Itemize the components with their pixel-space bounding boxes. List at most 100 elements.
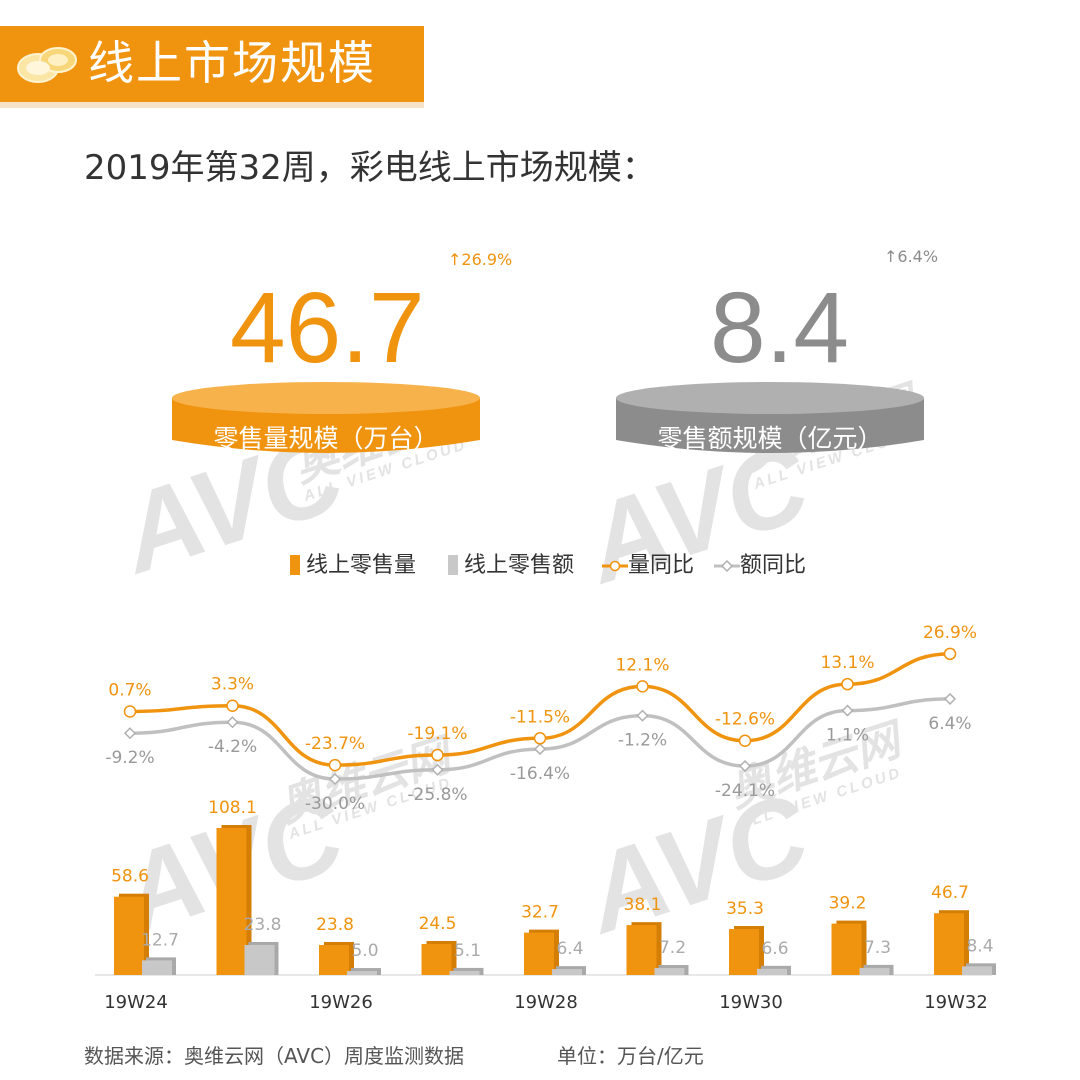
amount-yoy-label: 1.1% [826,726,869,746]
volume-bar [729,929,759,975]
volume-yoy-marker [636,680,649,693]
volume-yoy-label: -11.5% [510,707,570,727]
legend-line-swatch-orange [602,560,628,572]
volume-bar-label: 38.1 [624,895,662,915]
amount-yoy-label: -1.2% [618,731,667,751]
volume-yoy-label: 13.1% [820,653,874,673]
x-tick-label: 19W26 [309,992,373,1013]
volume-bar-label: 32.7 [521,903,559,923]
page-subtitle: 2019年第32周，彩电线上市场规模： [84,148,656,188]
legend-item-volume: 线上零售量 [290,552,416,580]
volume-yoy-marker [123,705,137,718]
amount-bar-label: 8.4 [966,936,993,956]
amount-yoy-marker [943,692,957,705]
legend-bar-swatch-orange [290,555,300,575]
volume-bar [626,925,657,975]
x-tick-label: 19W24 [104,992,168,1013]
legend-label-amount: 线上零售额 [464,553,575,578]
amount-bar-label: 7.2 [659,938,686,958]
amount-yoy-label: -16.4% [510,764,570,784]
amount-bar-label: 6.4 [556,939,583,959]
legend-label-volume: 线上零售量 [306,553,417,578]
kpi-volume-pedestal [172,382,480,453]
amount-bar-label: 5.0 [351,941,378,961]
amount-yoy-label: -9.2% [105,748,154,768]
amount-bar [347,971,377,975]
section-title: 线上市场规模 [88,36,376,90]
legend-label-volume-yoy: 量同比 [628,553,695,578]
amount-yoy-marker [636,709,649,722]
amount-yoy-marker [841,704,854,717]
legend-bar-swatch-gray [448,555,458,575]
kpi-volume-label: 零售量规模（万台） [213,424,439,453]
amount-bar [244,944,275,975]
amount-bar-label: 7.3 [864,938,891,958]
volume-bar-label: 24.5 [419,914,457,934]
volume-yoy-marker [328,758,342,772]
amount-bar-label: 12.7 [141,930,179,950]
volume-yoy-marker [943,647,957,661]
amount-bar [142,960,172,975]
volume-yoy-line [129,652,951,767]
volume-bar [934,913,964,975]
volume-bar [216,828,247,975]
amount-yoy-marker [533,743,547,756]
volume-yoy-label: -12.6% [715,710,775,730]
legend-item-amount-yoy: 额同比 [714,552,806,580]
amount-yoy-marker [431,763,444,776]
unit-note: 单位：万台/亿元 [557,1044,704,1068]
kpi-amount-change: ↑6.4% [884,247,939,266]
kpi-amount-value: 8.4 [710,272,850,384]
volume-yoy-marker [431,748,444,762]
x-tick-label: 19W32 [924,992,988,1013]
volume-bar [524,932,554,975]
volume-yoy-label: 12.1% [615,655,669,675]
volume-bar-label: 35.3 [726,899,764,919]
volume-yoy-marker [841,677,854,691]
amount-bar [654,968,685,975]
volume-yoy-label: -19.1% [407,724,467,744]
lemon-slice-icon [14,38,80,92]
amount-yoy-label: -25.8% [407,785,467,805]
volume-yoy-label: 26.9% [923,623,977,643]
volume-bar [421,944,452,975]
amount-bar [449,970,480,975]
amount-yoy-label: -30.0% [305,794,365,814]
amount-bar [962,966,992,975]
volume-yoy-label: 0.7% [108,680,151,700]
legend-line-swatch-gray [714,559,740,573]
volume-yoy-marker [533,732,547,745]
volume-bar-label: 58.6 [111,867,149,887]
kpi-amount-label: 零售额规模（亿元） [657,424,883,453]
volume-bar [831,923,862,975]
x-tick-label: 19W28 [514,992,578,1013]
section-banner-shadow [0,102,424,108]
amount-yoy-label: -24.1% [715,781,775,801]
amount-yoy-label: -4.2% [208,737,257,757]
volume-bar [114,896,144,975]
amount-bar [859,967,890,975]
volume-yoy-label: 3.3% [211,675,254,695]
data-source-note: 数据来源：奥维云网（AVC）周度监测数据 [84,1044,465,1068]
amount-bar-label: 5.1 [454,941,481,961]
volume-bar-label: 46.7 [931,883,969,903]
chart-legend: 线上零售量 线上零售额 量同比 额同比 [0,552,1080,582]
amount-bar-label: 23.8 [244,915,282,935]
kpi-amount-pedestal [616,382,924,453]
legend-label-amount-yoy: 额同比 [740,553,807,578]
amount-bar [552,969,582,975]
volume-yoy-marker [738,734,752,747]
amount-yoy-marker [123,727,137,740]
amount-yoy-marker [328,772,342,786]
volume-bar-label: 108.1 [208,798,257,818]
volume-yoy-label: -23.7% [305,734,365,754]
volume-bar-label: 23.8 [316,915,354,935]
volume-yoy-marker [226,699,239,712]
amount-bar-label: 6.6 [761,939,788,959]
legend-item-amount: 线上零售额 [448,552,574,580]
amount-bar [757,968,787,975]
amount-yoy-marker [226,716,239,729]
amount-yoy-label: 6.4% [928,714,971,734]
legend-item-volume-yoy: 量同比 [602,552,694,580]
